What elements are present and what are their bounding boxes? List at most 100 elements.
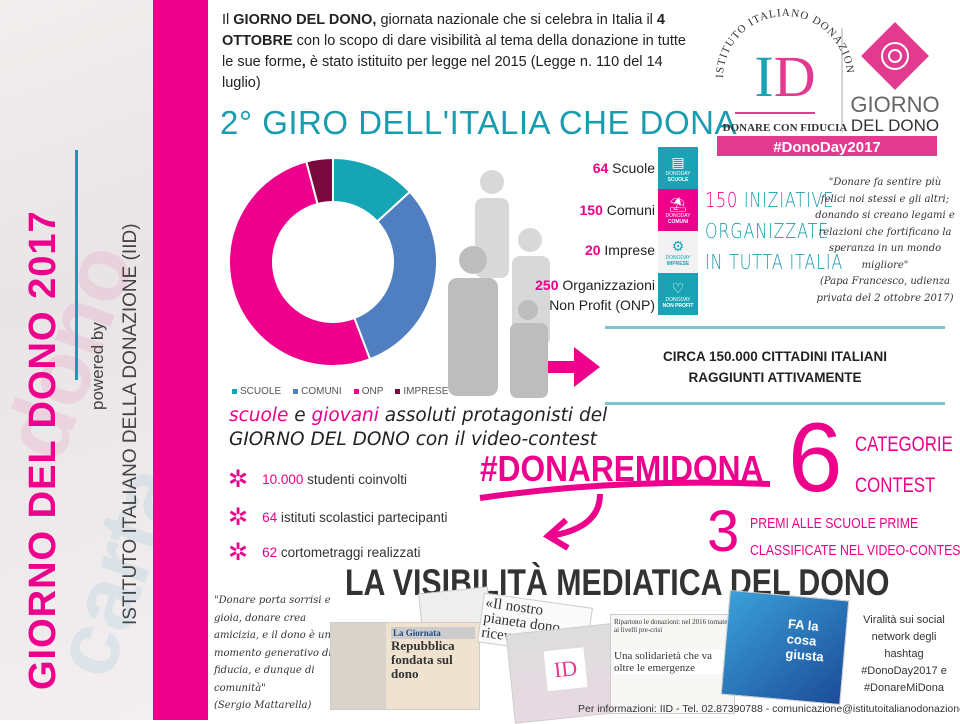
initiatives-number: 150 (705, 188, 738, 212)
category-tile-scuole: ▤ DONODAY SCUOLE (658, 147, 698, 189)
bullet-value: 62 (262, 545, 278, 560)
intro-text-part: Il (222, 12, 234, 28)
brand-line2: DEL DONO (851, 116, 939, 135)
asterisk-icon: ✲ (228, 504, 249, 531)
stat-label: Non Profit (ONP) (549, 297, 655, 313)
building-icon: ⛱ (669, 195, 687, 212)
logo-hashtag: #DonoDay2017 (773, 139, 881, 156)
tile-label: SCUOLE (667, 176, 689, 183)
stat-label: Scuole (608, 160, 655, 176)
donut-slice-comuni (353, 190, 438, 361)
stat-value: 20 (584, 242, 601, 258)
divider (605, 326, 945, 329)
stat-value: 150 (579, 202, 603, 218)
initiatives-text: ORGANIZZATE (705, 219, 830, 243)
category-tile-nonprofit: ♡ DONODAY NON PROFIT (658, 273, 698, 315)
intro-text-part: giornata nazionale che si celebra in Ita… (376, 12, 657, 28)
organization-name: ISTITUTO ITALIANO DELLA DONAZIONE (IID) (120, 223, 141, 625)
bullet-item: ✲ 64 istituti scolastici partecipanti (228, 503, 447, 532)
quote-text: "Donare porta sorrisi e gioia, donare cr… (214, 595, 332, 694)
category-tile-comuni: ⛱ DONODAY COMUNI (658, 189, 698, 231)
categories-line: CATEGORIE (855, 433, 953, 456)
intro-text: Il GIORNO DEL DONO, giornata nazionale c… (222, 10, 692, 94)
stat-label: Imprese (600, 242, 655, 258)
initiatives-block: 150 INIZIATIVE ORGANIZZATE IN TUTTA ITAL… (705, 185, 843, 278)
prizes-line: PREMI ALLE SCUOLE PRIME (750, 515, 919, 532)
clip-headline: Una solidarietà che va oltre le emergenz… (614, 650, 731, 674)
divider (75, 150, 78, 380)
iid-logo-small: ID (543, 647, 588, 692)
initiatives-text: INIZIATIVE (737, 188, 835, 212)
tile-label: DONODAY (665, 254, 691, 261)
reach-line: RAGGIUNTI ATTIVAMENTE (688, 370, 862, 385)
tile-label: DONODAY (665, 296, 691, 303)
prizes-number: 3 (707, 499, 740, 564)
headline-part: GIORNO DEL DONO con il video-contest (229, 429, 597, 450)
pope-quote: "Donare fa sentire più felici noi stessi… (815, 175, 955, 307)
bullet-label: studenti coinvolti (303, 472, 407, 487)
tile-label: NON PROFIT (662, 302, 694, 309)
photo (331, 623, 386, 709)
legend-swatch (232, 388, 237, 394)
reach-text: CIRCA 150.000 CITTADINI ITALIANI RAGGIUN… (600, 346, 950, 388)
stat-label: Organizzazioni (558, 277, 655, 293)
donut-slice-imprese (305, 156, 334, 206)
book-icon: ▤ (671, 153, 685, 170)
giorno-del-dono-emblem (861, 22, 929, 90)
legend-item: IMPRESE (395, 386, 448, 397)
stat-label: Comuni (602, 202, 655, 218)
initiatives-text: IN TUTTA ITALIA (705, 250, 844, 274)
powered-by-label: powered by (88, 322, 107, 410)
curved-arrow-icon (479, 479, 771, 551)
legend-swatch (293, 388, 299, 394)
category-icons: ▤ DONODAY SCUOLE ⛱ DONODAY COMUNI ⚙ DONODAY IM… (658, 147, 698, 315)
donut-slice-onp (228, 160, 372, 367)
stat-value: 250 (535, 277, 559, 293)
accent-strip (153, 0, 208, 720)
quote-author: (Papa Francesco, udienza privata del 2 o… (816, 276, 954, 304)
donut-chart (228, 156, 438, 367)
categories-line: CONTEST (855, 474, 936, 497)
headline-part: e (288, 405, 312, 426)
stat-imprese: 20 Imprese (585, 242, 655, 258)
heart-icon: ♡ (671, 279, 685, 296)
stat-scuole: 64 Scuole (593, 160, 655, 176)
arrow-right-icon (548, 347, 600, 387)
stat-comuni: 150 Comuni (580, 202, 656, 218)
legend-label: ONP (361, 386, 384, 397)
headline-part: assoluti protagonisti del (378, 405, 608, 426)
tile-label: COMUNI (667, 218, 689, 225)
bullet-value: 10.000 (262, 472, 304, 487)
intro-bold: , (301, 54, 306, 70)
logo-block: ISTITUTO ITALIANO DONAZIONE ID DONARE CO… (701, 0, 950, 156)
legend-item: SCUOLE (232, 386, 281, 397)
legend-label: COMUNI (301, 386, 342, 397)
logo-monogram: ID (754, 44, 815, 109)
footer-contact: Per informazioni: IID - Tel. 02.87390788… (578, 703, 960, 715)
asterisk-icon: ✲ (228, 539, 249, 566)
mattarella-quote: "Donare porta sorrisi e gioia, donare cr… (214, 592, 344, 715)
section-heading: 2° GIRO DELL'ITALIA CHE DONA (220, 104, 738, 141)
people-icon (448, 170, 550, 398)
bullet-label: istituti scolastici partecipanti (277, 510, 448, 525)
legend-label: IMPRESE (403, 386, 449, 397)
chart-legend: SCUOLE COMUNI ONP IMPRESE (232, 386, 448, 397)
sidebar-panel: dono carta GIORNO DEL DONO 2017 powered … (0, 0, 153, 720)
iid-logo: ISTITUTO ITALIANO DONAZIONE ID DONARE CO… (701, 0, 940, 156)
bullet-item: ✲ 62 cortometraggi realizzati (228, 538, 420, 567)
prizes-label: PREMI ALLE SCUOLE PRIME CLASSIFICATE NEL … (750, 510, 960, 564)
sidebar-title: GIORNO DEL DONO 2017 (22, 210, 64, 690)
stat-value: 64 (592, 160, 609, 176)
press-clipping: La Giornata Repubblica fondata sul dono (330, 622, 480, 710)
quote-author: (Sergio Mattarella) (214, 700, 312, 711)
category-tile-imprese: ⚙ DONODAY IMPRESE (658, 231, 698, 273)
logo-tagline: DONARE CON FIDUCIA (723, 122, 848, 134)
schools-headline: scuole e giovani assoluti protagonisti d… (229, 404, 607, 452)
reach-line: CIRCA 150.000 CITTADINI ITALIANI (662, 349, 888, 364)
bullet-item: ✲ 10.000 studenti coinvolti (228, 465, 407, 494)
intro-bold: 4 OTTOBRE (222, 12, 665, 49)
bullet-label: cortometraggi realizzati (277, 545, 421, 560)
intro-text-part: con lo scopo di dare visibilità al tema … (222, 33, 686, 70)
tile-label: IMPRESE (666, 260, 690, 267)
categories-number: 6 (788, 402, 843, 512)
